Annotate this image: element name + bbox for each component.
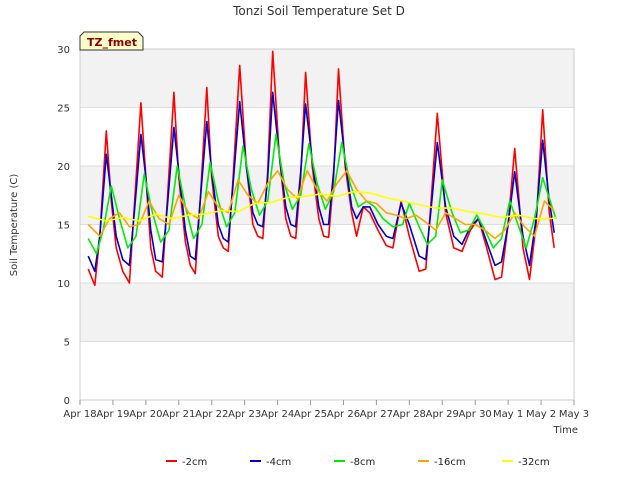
y-axis-label: Soil Temperature (C) xyxy=(9,174,20,277)
legend: -2cm -4cm -8cm -16cm -32cm xyxy=(166,457,550,468)
series-line-m8cm xyxy=(87,133,557,255)
x-tick-label: Apr 20 xyxy=(129,409,162,420)
x-tick-label: May 1 xyxy=(493,409,523,420)
y-tick-label: 10 xyxy=(57,279,70,290)
x-tick-label: May 3 xyxy=(559,409,589,420)
y-axis-ticks: 0 5 10 15 20 25 30 xyxy=(57,45,70,407)
x-axis-ticks: Apr 18 Apr 19 Apr 20 Apr 21 Apr 22 Apr 23 Apr … xyxy=(63,400,589,420)
y-tick-label: 20 xyxy=(57,162,70,173)
x-tick-label: Apr 26 xyxy=(327,409,360,420)
plot-area xyxy=(79,48,575,401)
badge-box xyxy=(79,31,144,51)
x-tick-label: Apr 29 xyxy=(426,409,459,420)
plot-band xyxy=(80,49,574,108)
x-tick-label: Apr 21 xyxy=(162,409,195,420)
y-tick-label: 25 xyxy=(57,104,70,115)
x-tick-label: Apr 18 xyxy=(63,409,96,420)
station-badge: TZ_fmet xyxy=(79,31,144,51)
y-tick-label: 15 xyxy=(57,221,70,232)
y-tick-label: 5 xyxy=(64,338,70,349)
x-tick-label: Apr 19 xyxy=(96,409,129,420)
plot-band xyxy=(80,283,574,342)
x-tick-label: Apr 30 xyxy=(459,409,492,420)
badge-label: TZ_fmet xyxy=(87,36,137,49)
x-tick-label: Apr 25 xyxy=(294,409,327,420)
legend-label: -4cm xyxy=(266,457,291,468)
x-tick-label: Apr 27 xyxy=(360,409,393,420)
series-lines xyxy=(87,50,557,287)
x-tick-label: May 2 xyxy=(526,409,556,420)
legend-label: -32cm xyxy=(518,457,550,468)
legend-label: -16cm xyxy=(434,457,466,468)
x-tick-label: Apr 28 xyxy=(393,409,426,420)
legend-label: -8cm xyxy=(350,457,375,468)
x-axis-label: Time xyxy=(553,425,578,436)
x-tick-label: Apr 23 xyxy=(228,409,261,420)
series-line-m32cm xyxy=(87,190,557,222)
legend-label: -2cm xyxy=(182,457,207,468)
chart-title: Tonzi Soil Temperature Set D xyxy=(232,4,405,18)
y-tick-label: 30 xyxy=(57,45,70,56)
y-tick-label: 0 xyxy=(64,396,70,407)
x-tick-label: Apr 24 xyxy=(261,409,294,420)
series-line-m16cm xyxy=(87,169,555,240)
x-tick-label: Apr 22 xyxy=(195,409,228,420)
